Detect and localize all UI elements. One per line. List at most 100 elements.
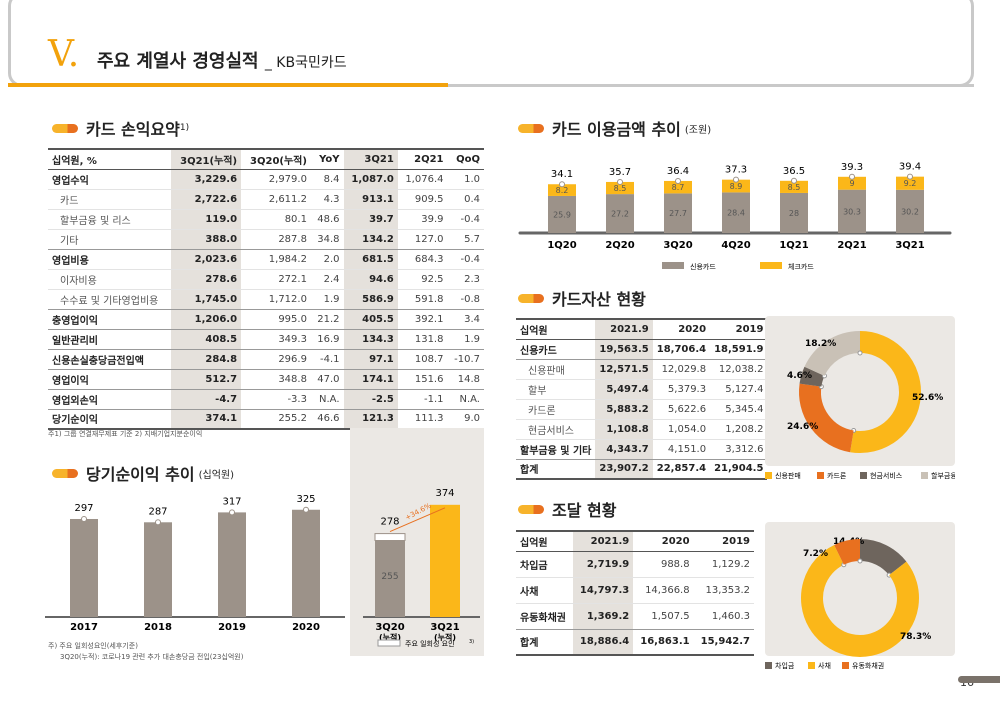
- bullet-icon: [518, 123, 544, 133]
- data-label: 287: [148, 506, 167, 517]
- table-cell: 1,208.2: [710, 419, 768, 440]
- table-cell: 92.5: [397, 269, 448, 290]
- table-cell: 1.9: [447, 329, 484, 350]
- donut-slice: [799, 366, 825, 388]
- data-label: 374: [435, 488, 454, 499]
- data-label: 39.3: [841, 162, 863, 173]
- table-row: 영업외손익 -4.7 -3.3 N.A. -2.5 -1.1 N.A.: [48, 389, 484, 410]
- bar: [144, 522, 172, 617]
- data-label: 36.4: [667, 166, 689, 177]
- table-row: 일반관리비 408.5 349.3 16.9 134.3 131.8 1.9: [48, 329, 484, 350]
- legend-label: 카드론: [827, 471, 847, 480]
- page-title: 주요 계열사 경영실적 _ KB국민카드: [97, 51, 347, 72]
- bar: [606, 181, 634, 195]
- table-cell: 1,712.0: [241, 289, 311, 310]
- bar-marker: [791, 177, 797, 184]
- table-cell: 97.1: [343, 349, 398, 370]
- table-cell: 1,507.5: [633, 603, 694, 630]
- legend-swatch: [842, 662, 849, 669]
- table-cell: 2.0: [310, 249, 344, 270]
- table-cell: 119.0: [171, 209, 242, 230]
- data-label: 325: [296, 494, 315, 505]
- ni-section-title: 당기순이익 추이 (십억원): [52, 461, 234, 485]
- table-cell: 할부: [516, 379, 596, 400]
- donut-slice: [801, 544, 919, 657]
- table-cell: 909.5: [397, 189, 448, 210]
- table-cell: 할부금융 및 기타: [516, 439, 596, 460]
- col-header: 2020: [652, 318, 711, 340]
- table-cell: 14.8: [447, 369, 484, 390]
- asset-donut-chart: 52.6% 24.6% 4.6% 18.2% 신용판매 카드론 현금서비스 할부금융 및 기타: [765, 316, 955, 480]
- asset-section-title: 카드자산 현황: [518, 286, 646, 310]
- x-tick-label: 2Q21: [837, 240, 866, 251]
- pl-section-title: 카드 손익요약 1): [52, 116, 189, 140]
- growth-arrow: [389, 507, 446, 533]
- table-cell: 3.4: [447, 309, 484, 330]
- donut-slice: [850, 331, 921, 453]
- legend-swatch: [808, 662, 815, 669]
- bar-marker: [81, 515, 87, 522]
- table-cell: 5,883.2: [595, 399, 653, 420]
- table-cell: 5,622.6: [652, 399, 711, 420]
- x-tick-label: 2017: [70, 622, 98, 633]
- table-cell: 1.9: [310, 289, 344, 310]
- table-row: 기타 388.0 287.8 34.8 134.2 127.0 5.7: [48, 229, 484, 250]
- x-tick-label: 3Q21: [430, 622, 459, 633]
- legend-label: 주요 일회성 요인: [405, 639, 455, 648]
- table-cell: 2,023.6: [171, 249, 242, 270]
- table-cell: 121.3: [343, 409, 398, 430]
- table-cell: 4,151.0: [652, 439, 711, 460]
- table-cell: 284.8: [171, 349, 242, 370]
- slice-label: 7.2%: [803, 549, 828, 559]
- data-label: 8.5: [788, 183, 801, 192]
- table-cell: N.A.: [447, 389, 484, 410]
- legend-label: 유동화채권: [852, 661, 884, 670]
- table-cell: 349.3: [241, 329, 311, 350]
- bar-marker: [303, 506, 309, 513]
- table-cell: 392.1: [397, 309, 448, 330]
- legend-swatch: [860, 472, 867, 479]
- table-cell: 174.1: [343, 369, 398, 390]
- table-row: 유동화채권 1,369.2 1,507.5 1,460.3: [516, 603, 754, 630]
- table-cell: 405.5: [343, 309, 398, 330]
- table-cell: 111.3: [397, 409, 448, 430]
- legend-swatch: [921, 472, 928, 479]
- table-row: 카드 2,722.6 2,611.2 4.3 913.1 909.5 0.4: [48, 189, 484, 210]
- data-label: 8.7: [672, 183, 685, 192]
- table-row: 신용카드 19,563.5 18,706.4 18,591.9: [516, 339, 768, 360]
- x-tick-label: 2Q20: [605, 240, 634, 251]
- table-cell: 기타: [48, 229, 172, 250]
- table-cell: 13,353.2: [693, 577, 754, 604]
- table-cell: 272.1: [241, 269, 311, 290]
- legend-label: 차입금: [775, 661, 795, 670]
- table-cell: 22,857.4: [652, 459, 711, 480]
- slice-label: 52.6%: [912, 393, 943, 403]
- data-label: 30.2: [901, 207, 919, 216]
- col-header: 십억원, %: [48, 148, 172, 170]
- bar: [664, 180, 692, 194]
- table-row: 카드론 5,883.2 5,622.6 5,345.4: [516, 399, 768, 420]
- slice-marker: [857, 350, 863, 356]
- bar: [70, 518, 98, 617]
- slice-label: 24.6%: [787, 422, 818, 432]
- bar: [722, 192, 750, 233]
- table-cell: 16,863.1: [633, 629, 694, 656]
- ni-note: 주) 주요 일회성요인(세후기준) 3Q20(누적): 코로나19 관련 추가 대…: [48, 642, 244, 661]
- table-cell: 12,571.5: [595, 359, 653, 380]
- pl-table: 십억원, % 3Q21(누적) 3Q20(누적) YoY 3Q21 2Q21 QoQ 영업수익…: [48, 148, 484, 430]
- header-accent-line: [8, 83, 448, 87]
- table-cell: -0.8: [447, 289, 484, 310]
- one-off-segment: [374, 533, 406, 541]
- table-cell: 296.9: [241, 349, 311, 370]
- table-row: 수수료 및 기타영업비용 1,745.0 1,712.0 1.9 586.9 591.8-…: [48, 289, 484, 310]
- table-cell: 15,942.7: [693, 629, 754, 656]
- bar: [896, 189, 924, 233]
- x-tick-label: (누적): [434, 632, 456, 642]
- data-label: 8.2: [556, 186, 569, 195]
- data-label: 39.4: [899, 162, 921, 173]
- col-header: 2020: [633, 530, 694, 552]
- col-header: QoQ: [447, 148, 484, 170]
- data-label: 34.1: [551, 169, 573, 180]
- col-header: 3Q21(누적): [171, 148, 242, 170]
- table-cell: 2.4: [310, 269, 344, 290]
